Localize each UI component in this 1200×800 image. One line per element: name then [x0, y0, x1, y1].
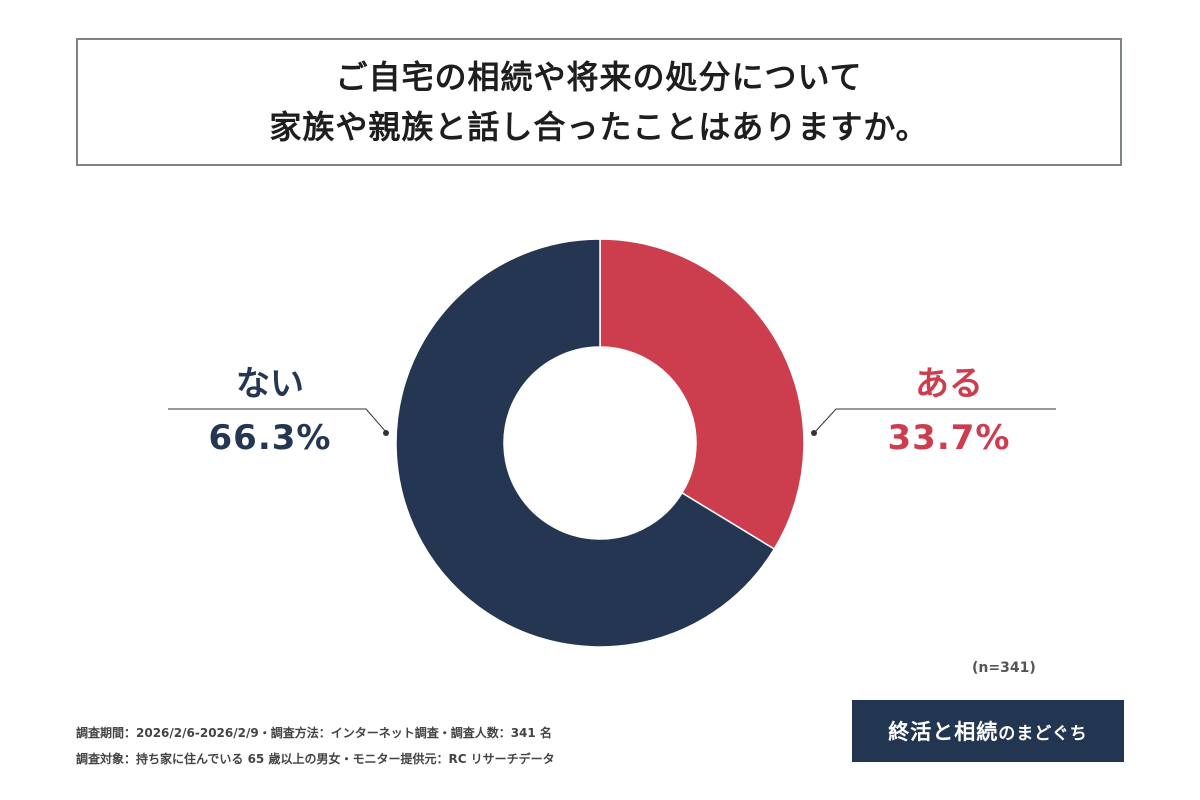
leader-dot-aru — [811, 430, 817, 436]
slice-label-aru: ある — [915, 364, 983, 404]
title-line-1: ご自宅の相続や将来の処分について — [335, 58, 863, 96]
slice-value-aru: 33.7% — [887, 418, 1011, 458]
brand-name-part2: のまどぐち — [998, 723, 1088, 744]
donut-slice-nai — [395, 238, 776, 648]
leader-dot-nai — [383, 430, 389, 436]
title-line-2: 家族や親族と話し合ったことはありますか。 — [269, 108, 929, 146]
slice-value-nai: 66.3% — [208, 418, 332, 458]
leader-line-aru — [814, 408, 1056, 433]
title-box: ご自宅の相続や将来の処分について 家族や親族と話し合ったことはありますか。 — [76, 38, 1122, 166]
slice-label-nai: ない — [236, 364, 304, 404]
brand-name-part1: 終活と相続 — [888, 720, 999, 744]
sample-size-label: (n=341) — [972, 660, 1036, 676]
leader-line-nai — [168, 408, 387, 433]
donut-slice-aru — [599, 238, 805, 551]
footnote-survey-period: 調査期間：2026/2/6-2026/2/9・調査方法：インターネット調査・調査… — [76, 726, 552, 740]
footnote-survey-target: 調査対象：持ち家に住んでいる 65 歳以上の男女・モニター提供元：RC リサーチ… — [76, 752, 555, 766]
brand-logo: 終活と相続 のまどぐち — [852, 700, 1124, 762]
